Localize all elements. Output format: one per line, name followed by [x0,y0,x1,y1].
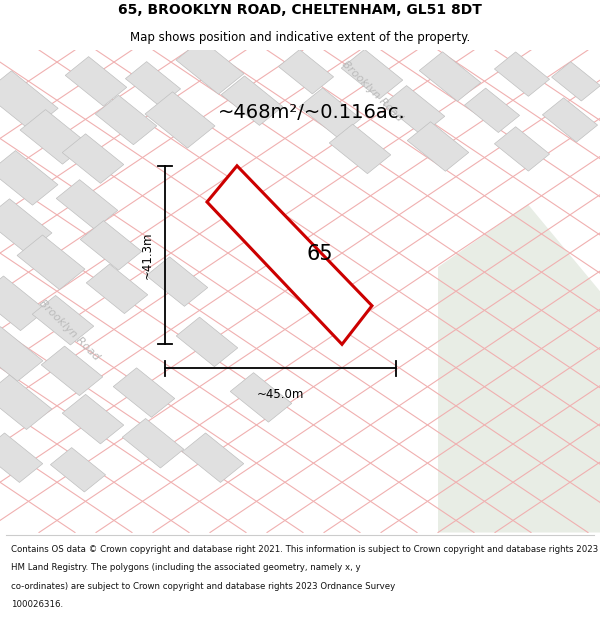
Polygon shape [122,419,184,468]
Polygon shape [0,327,43,381]
Polygon shape [56,179,118,229]
Polygon shape [278,49,334,94]
Polygon shape [221,76,283,126]
Polygon shape [176,39,244,94]
Polygon shape [494,52,550,96]
Polygon shape [0,433,43,482]
Polygon shape [551,62,600,101]
Polygon shape [230,372,292,422]
Text: ~45.0m: ~45.0m [257,389,304,401]
Polygon shape [0,71,58,131]
Polygon shape [329,124,391,174]
Text: Brooklyn Road: Brooklyn Road [37,298,101,362]
Polygon shape [341,49,403,99]
Polygon shape [419,52,481,101]
Polygon shape [95,95,157,145]
Polygon shape [0,276,46,331]
Polygon shape [17,235,85,289]
Polygon shape [494,127,550,171]
Text: co-ordinates) are subject to Crown copyright and database rights 2023 Ordnance S: co-ordinates) are subject to Crown copyr… [11,581,395,591]
Polygon shape [176,317,238,367]
Polygon shape [464,88,520,132]
Polygon shape [383,86,445,135]
Text: ~468m²/~0.116ac.: ~468m²/~0.116ac. [218,103,406,122]
Polygon shape [80,221,142,270]
Text: Map shows position and indicative extent of the property.: Map shows position and indicative extent… [130,31,470,44]
Text: 65: 65 [306,244,333,264]
Polygon shape [41,346,103,396]
Polygon shape [86,264,148,314]
Polygon shape [32,296,94,345]
Polygon shape [182,433,244,482]
Polygon shape [50,448,106,492]
Polygon shape [125,62,181,106]
Text: Brooklyn Road: Brooklyn Road [340,59,404,123]
Polygon shape [407,122,469,171]
Polygon shape [299,88,361,138]
Polygon shape [0,199,52,253]
Polygon shape [145,92,215,148]
Text: HM Land Registry. The polygons (including the associated geometry, namely x, y: HM Land Registry. The polygons (includin… [11,564,361,572]
Text: 100026316.: 100026316. [11,599,63,609]
Polygon shape [62,394,124,444]
Polygon shape [62,134,124,183]
Polygon shape [207,166,372,344]
Text: 65, BROOKLYN ROAD, CHELTENHAM, GL51 8DT: 65, BROOKLYN ROAD, CHELTENHAM, GL51 8DT [118,3,482,17]
Polygon shape [146,257,208,306]
Polygon shape [113,368,175,418]
Polygon shape [0,375,52,429]
Polygon shape [542,98,598,142]
Text: ~41.3m: ~41.3m [140,231,154,279]
Polygon shape [438,204,600,532]
Polygon shape [65,57,127,106]
Text: Contains OS data © Crown copyright and database right 2021. This information is : Contains OS data © Crown copyright and d… [11,546,600,554]
Polygon shape [0,151,58,205]
Polygon shape [20,109,88,164]
